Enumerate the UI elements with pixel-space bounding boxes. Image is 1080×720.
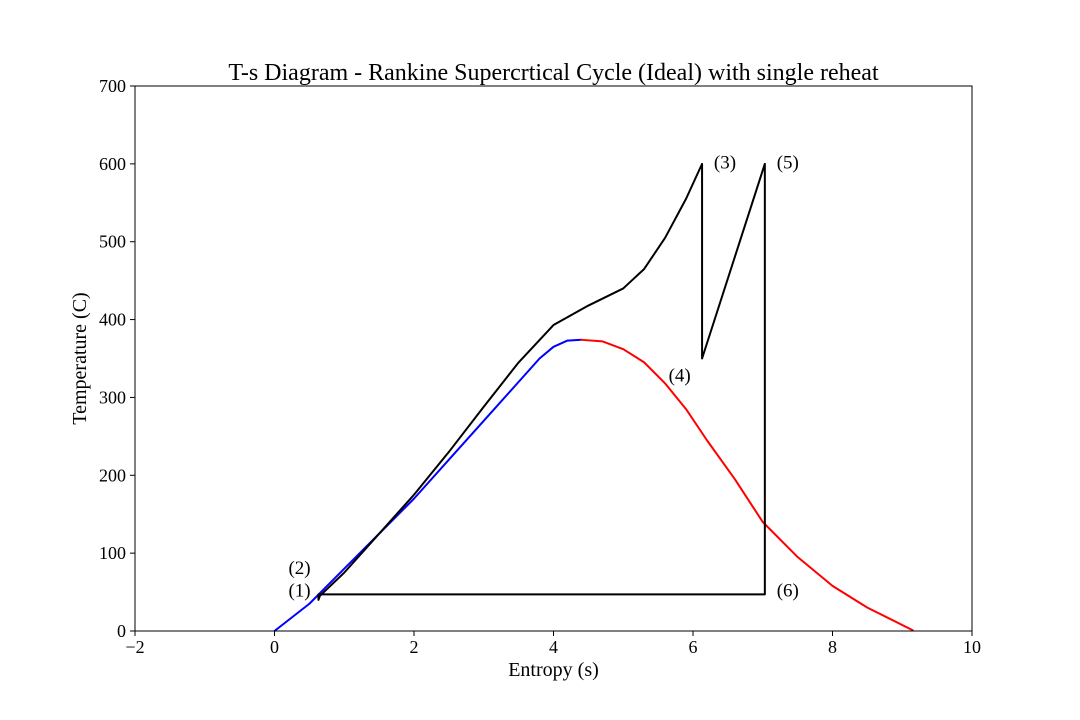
state-point-label: (1)	[288, 581, 310, 602]
series-line-1	[273, 338, 583, 632]
x-tick-label: 10	[963, 637, 981, 657]
y-tick-label: 0	[117, 621, 126, 641]
state-point-label: (6)	[777, 581, 799, 602]
y-axis: 0 100 200 300 400 500 600 700	[99, 76, 135, 641]
chart-title: T-s Diagram - Rankine Supercrtical Cycle…	[228, 60, 879, 86]
y-tick-label: 700	[99, 76, 126, 96]
y-tick-label: 100	[99, 543, 126, 563]
y-tick-label: 300	[99, 387, 126, 407]
y-tick-label: 200	[99, 465, 126, 485]
y-tick-label: 400	[99, 310, 126, 330]
x-tick-label: 8	[828, 637, 837, 657]
x-tick-label: 2	[410, 637, 419, 657]
series-line-2	[580, 338, 914, 632]
series-line-3	[317, 162, 766, 601]
state-point-label: (3)	[714, 152, 736, 173]
y-tick-label: 600	[99, 154, 126, 174]
x-tick-label: 4	[549, 637, 558, 657]
x-tick-label: 0	[270, 637, 279, 657]
state-point-label: (2)	[288, 558, 310, 579]
x-axis: −2 0 2 4 6 8 10	[125, 631, 981, 657]
x-tick-label: 6	[689, 637, 698, 657]
x-tick-label: −2	[125, 637, 144, 657]
x-axis-label: Entropy (s)	[508, 659, 599, 681]
y-axis-label: Temperature (C)	[69, 292, 91, 424]
state-point-label: (5)	[777, 152, 799, 173]
y-tick-label: 500	[99, 232, 126, 252]
state-point-label: (4)	[669, 366, 691, 387]
state-point-labels: (1)(2) (3) (4) (5) (6)	[288, 152, 798, 601]
